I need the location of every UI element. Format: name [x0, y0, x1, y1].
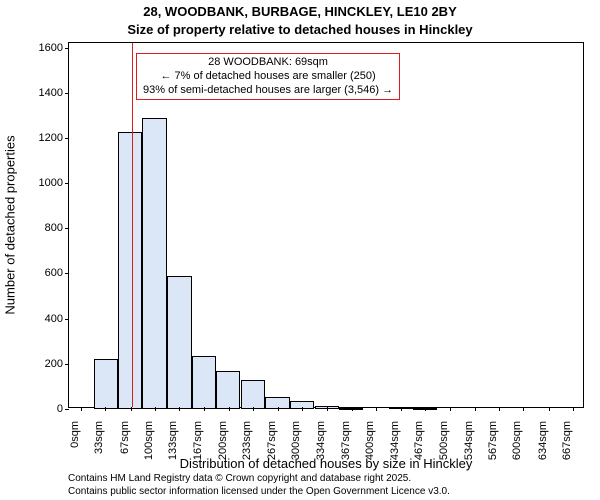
xtick-mark: [229, 407, 230, 411]
xtick-label: 600sqm: [511, 421, 523, 471]
histogram-bar: [118, 132, 142, 409]
xtick-mark: [376, 407, 377, 411]
ytick-label: 1200: [39, 132, 69, 144]
annotation-line: ← 7% of detached houses are smaller (250…: [143, 70, 393, 84]
histogram-bar: [192, 356, 216, 409]
xtick-label: 33sqm: [93, 421, 105, 471]
histogram-bar: [94, 359, 118, 409]
xtick-mark: [302, 407, 303, 411]
xtick-label: 667sqm: [561, 421, 573, 471]
ytick-label: 1600: [39, 42, 69, 54]
xtick-mark: [131, 407, 132, 411]
property-marker-line: [132, 43, 133, 407]
xtick-mark: [499, 407, 500, 411]
histogram-bar: [142, 118, 166, 409]
xtick-label: 133sqm: [167, 421, 179, 471]
xtick-mark: [253, 407, 254, 411]
xtick-mark: [401, 407, 402, 411]
ytick-label: 800: [45, 222, 69, 234]
xtick-mark: [352, 407, 353, 411]
annotation-box: 28 WOODBANK: 69sqm← 7% of detached house…: [136, 53, 400, 100]
ytick-label: 600: [45, 267, 69, 279]
footer-line-1: Contains HM Land Registry data © Crown c…: [68, 472, 450, 485]
annotation-line: 28 WOODBANK: 69sqm: [143, 56, 393, 70]
xtick-label: 567sqm: [487, 421, 499, 471]
xtick-mark: [425, 407, 426, 411]
xtick-label: 0sqm: [69, 421, 81, 471]
xtick-mark: [179, 407, 180, 411]
y-axis-label: Number of detached properties: [3, 135, 18, 314]
ytick-label: 400: [45, 313, 69, 325]
footer-line-2: Contains public sector information licen…: [68, 485, 450, 498]
xtick-label: 67sqm: [119, 421, 131, 471]
xtick-mark: [573, 407, 574, 411]
x-axis-label: Distribution of detached houses by size …: [180, 456, 473, 471]
xtick-label: 634sqm: [537, 421, 549, 471]
chart-subtitle: Size of property relative to detached ho…: [0, 22, 600, 37]
xtick-mark: [523, 407, 524, 411]
xtick-mark: [475, 407, 476, 411]
chart-container: { "title": "28, WOODBANK, BURBAGE, HINCK…: [0, 0, 600, 500]
histogram-bar: [216, 371, 240, 409]
xtick-mark: [327, 407, 328, 411]
footer-attribution: Contains HM Land Registry data © Crown c…: [68, 472, 450, 498]
ytick-label: 0: [57, 403, 69, 415]
xtick-mark: [450, 407, 451, 411]
plot-area: 020040060080010001200140016000sqm33sqm67…: [68, 42, 584, 408]
xtick-mark: [105, 407, 106, 411]
annotation-line: 93% of semi-detached houses are larger (…: [143, 84, 393, 98]
xtick-mark: [549, 407, 550, 411]
histogram-bar: [241, 380, 265, 409]
histogram-bar: [167, 276, 191, 409]
xtick-mark: [155, 407, 156, 411]
ytick-label: 1000: [39, 177, 69, 189]
ytick-label: 200: [45, 358, 69, 370]
xtick-mark: [278, 407, 279, 411]
ytick-label: 1400: [39, 87, 69, 99]
xtick-mark: [204, 407, 205, 411]
xtick-mark: [81, 407, 82, 411]
chart-title: 28, WOODBANK, BURBAGE, HINCKLEY, LE10 2B…: [0, 4, 600, 19]
xtick-label: 100sqm: [143, 421, 155, 471]
